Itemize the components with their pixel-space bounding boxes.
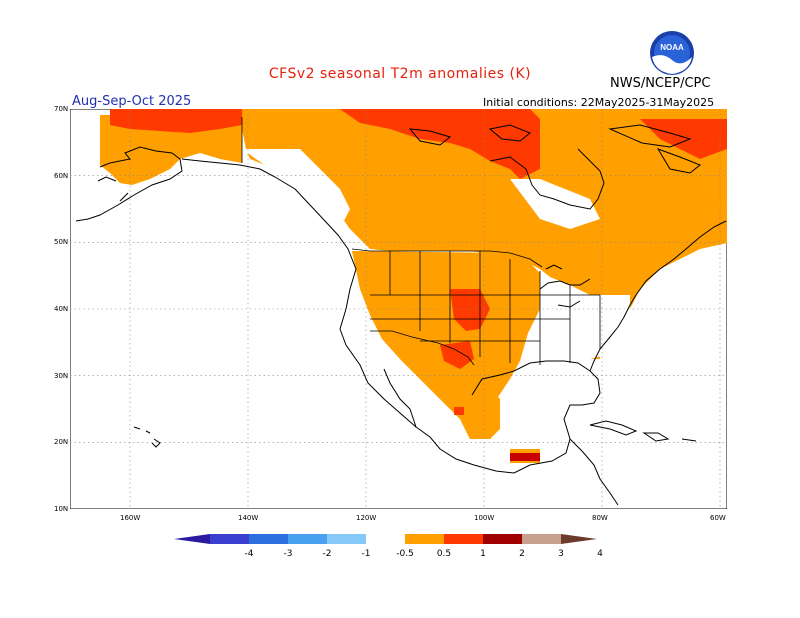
colorbar-segment [327,534,366,544]
shade-canada [242,109,727,309]
colorbar-segment [210,534,249,544]
shade-red-alaska [110,109,242,133]
graticule [70,109,727,509]
colorbar-segment [288,534,327,544]
agency-label: NWS/NCEP/CPC [610,76,711,91]
map-title: CFSv2 seasonal T2m anomalies (K) [268,66,532,82]
lon-label: 120W [356,514,377,522]
colorbar-label: 2 [519,549,525,559]
colorbar-legend: -4 -3 -2 -1 -0.5 0.5 1 2 3 4 [174,534,603,559]
lat-label: 20N [54,438,69,447]
anomaly-shading [100,109,727,463]
anomaly-map [70,109,727,509]
lon-label: 100W [474,514,495,522]
initial-conditions: Initial conditions: 22May2025-31May2025 [483,96,715,109]
shade-alaska [100,115,242,185]
shade-red-greenland [640,119,727,159]
coastlines [75,124,727,506]
colorbar-segment [249,534,288,544]
colorbar-left-arrow [174,534,210,544]
lon-label: 160W [120,514,141,522]
colorbar-label: 0.5 [437,549,451,559]
lon-label: 140W [238,514,259,522]
colorbar-segment [405,534,444,544]
shade-mexico [400,349,500,439]
colorbar-segment [366,534,405,544]
lat-label: 70N [54,105,69,113]
colorbar-label: 4 [597,549,603,559]
lat-label: 40N [54,305,69,313]
colorbar-label: -2 [323,549,332,559]
shade-darkred-mexico [510,453,540,461]
shade-gap-east [540,295,630,359]
colorbar-segment [522,534,561,544]
lat-label: 60N [54,171,69,180]
colorbar-label: -0.5 [396,549,414,559]
colorbar-label: 3 [558,549,564,559]
colorbar-label: -3 [284,549,293,559]
noaa-logo-icon: NOAA [650,31,694,75]
lon-label: 80W [592,514,608,522]
lat-label: 30N [54,371,69,380]
shade-red-mexico [454,407,464,415]
forecast-period: Aug-Sep-Oct 2025 [72,94,192,109]
colorbar-segment [483,534,522,544]
lat-label: 10N [54,505,69,513]
shade-gap-hudson [510,179,600,229]
lon-label: 60W [710,514,726,522]
logo-text: NOAA [660,43,684,52]
colorbar-right-arrow [561,534,597,544]
political-borders [241,117,601,366]
shade-gap-bc [242,149,350,229]
colorbar-segment [444,534,483,544]
shade-red-southwest [440,341,474,369]
shade-gap-gulf [570,363,610,409]
colorbar-label: 1 [480,549,486,559]
colorbar-label: -4 [245,549,254,559]
colorbar-label: -1 [362,549,371,559]
lat-label: 50N [54,238,69,247]
shade-red-arctic [340,109,540,179]
